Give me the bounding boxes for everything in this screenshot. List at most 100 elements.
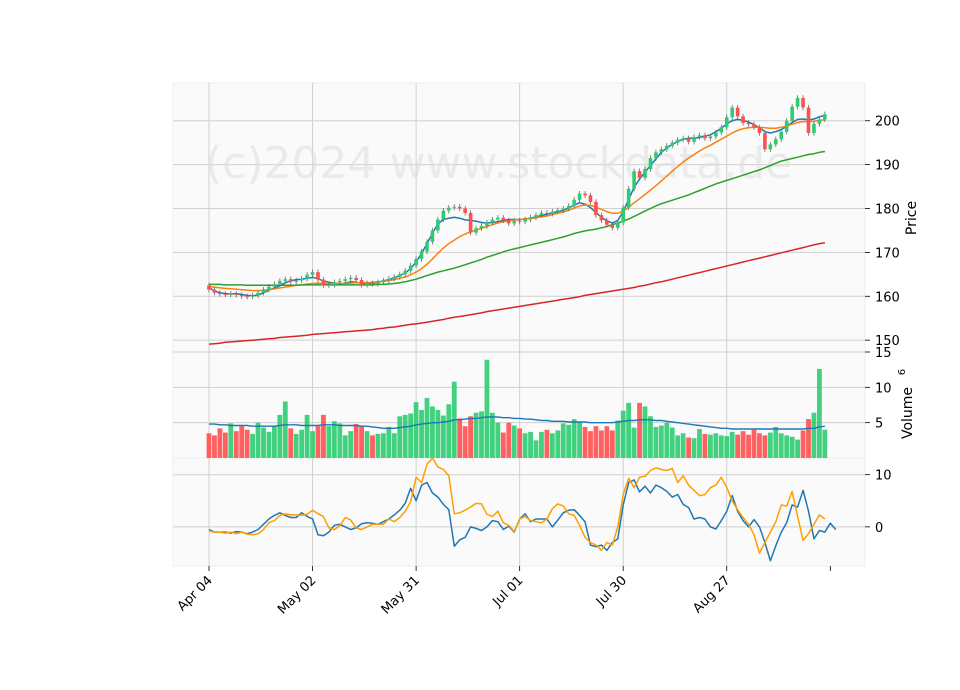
volume-bar bbox=[631, 427, 637, 458]
volume-bar bbox=[680, 433, 686, 458]
candle-body bbox=[408, 265, 413, 271]
candle-body bbox=[512, 220, 516, 224]
candle-body bbox=[615, 222, 620, 228]
moving-average-line-1 bbox=[208, 119, 825, 292]
candle-body bbox=[741, 116, 745, 123]
volume-bar bbox=[593, 426, 599, 458]
volume-bar bbox=[266, 431, 272, 458]
volume-bar bbox=[757, 433, 762, 458]
volume-bar bbox=[364, 431, 370, 458]
volume-bar bbox=[588, 431, 593, 458]
candle-body bbox=[485, 222, 489, 227]
volume-bar bbox=[468, 416, 473, 458]
volume-bar bbox=[490, 412, 495, 458]
volume-bar bbox=[424, 397, 430, 458]
x-tick-label: Apr 04 bbox=[175, 573, 216, 614]
candle-body bbox=[703, 135, 707, 139]
candle-body bbox=[774, 139, 778, 145]
volume-bar bbox=[381, 433, 386, 458]
candle-body bbox=[572, 199, 576, 206]
candle-body bbox=[779, 131, 784, 140]
volume-bar bbox=[533, 440, 539, 458]
volume-bar bbox=[386, 426, 392, 458]
volume-bar bbox=[784, 435, 790, 458]
volume-bar bbox=[577, 421, 582, 458]
volume-bar bbox=[272, 426, 277, 458]
candle-body bbox=[414, 258, 418, 266]
candle-body bbox=[316, 272, 320, 280]
volume-bar bbox=[430, 406, 435, 458]
volume-bar bbox=[402, 414, 408, 458]
price-tick-label: 150 bbox=[875, 334, 900, 349]
candle-body bbox=[730, 107, 734, 118]
candle-body bbox=[234, 293, 239, 295]
volume-bar bbox=[495, 422, 501, 458]
candle-body bbox=[441, 210, 446, 220]
volume-bar bbox=[222, 432, 228, 458]
volume-bar bbox=[560, 423, 566, 458]
volume-bar bbox=[348, 431, 354, 458]
moving-average-line-2 bbox=[209, 150, 826, 287]
candle-body bbox=[708, 136, 713, 139]
volume-bar bbox=[419, 409, 424, 458]
volume-bar bbox=[239, 426, 245, 458]
volume-bar bbox=[217, 428, 223, 458]
volume-bar bbox=[228, 423, 234, 458]
candle-body bbox=[207, 285, 211, 290]
volume-bar bbox=[571, 419, 577, 458]
volume-bar bbox=[397, 416, 403, 458]
candle-body bbox=[359, 280, 364, 285]
panel-bg-0 bbox=[172, 82, 866, 353]
volume-tick-label: 15 bbox=[875, 346, 892, 361]
volume-bar bbox=[326, 426, 332, 458]
candle-body bbox=[583, 193, 587, 196]
volume-bar bbox=[375, 433, 381, 458]
candle-body bbox=[654, 152, 658, 159]
volume-bar bbox=[212, 435, 217, 458]
indicator-tick-label: 10 bbox=[875, 469, 892, 484]
candle-body bbox=[261, 289, 266, 293]
volume-bar bbox=[713, 433, 719, 458]
candle-body bbox=[474, 228, 478, 233]
candle-body bbox=[637, 171, 642, 178]
watermark-text: (c)2024 www.stockdata.de bbox=[205, 138, 792, 189]
candle-body bbox=[403, 270, 407, 275]
volume-bar bbox=[473, 412, 479, 458]
candle-body bbox=[305, 274, 309, 279]
volume-bar bbox=[817, 368, 822, 458]
volume-bar bbox=[637, 402, 642, 458]
x-tick-label: May 02 bbox=[275, 573, 319, 617]
volume-bar bbox=[811, 412, 817, 458]
volume-bar bbox=[609, 430, 615, 458]
volume-bar bbox=[778, 433, 784, 458]
volume-bar bbox=[342, 435, 348, 458]
volume-axis-label-group: Volume 6 bbox=[897, 369, 916, 439]
volume-bar bbox=[599, 430, 604, 458]
x-tick-label: Jul 01 bbox=[489, 573, 526, 610]
volume-bar bbox=[795, 439, 800, 458]
candle-body bbox=[310, 272, 315, 275]
moving-average-line-3 bbox=[208, 241, 826, 345]
volume-bar bbox=[724, 436, 730, 458]
candle-body bbox=[278, 280, 282, 284]
volume-bar bbox=[691, 438, 697, 458]
candle-body bbox=[365, 283, 369, 285]
volume-bar bbox=[304, 414, 310, 458]
candle-body bbox=[425, 241, 429, 252]
volume-bar bbox=[206, 433, 212, 458]
x-tick-label: Jul 30 bbox=[593, 573, 630, 610]
candle-body bbox=[272, 283, 277, 287]
candle-body bbox=[817, 119, 822, 124]
volume-bar bbox=[746, 434, 751, 458]
candle-body bbox=[376, 282, 380, 284]
volume-average-line bbox=[209, 416, 825, 430]
price-tick-label: 170 bbox=[875, 246, 900, 261]
volume-bar bbox=[735, 434, 741, 458]
volume-tick-label: 5 bbox=[875, 417, 883, 432]
candle-body bbox=[675, 139, 680, 143]
volume-bar bbox=[806, 419, 811, 458]
candle-body bbox=[801, 97, 805, 108]
candle-body bbox=[719, 127, 724, 133]
candle-body bbox=[539, 212, 544, 216]
candle-body bbox=[790, 106, 794, 121]
